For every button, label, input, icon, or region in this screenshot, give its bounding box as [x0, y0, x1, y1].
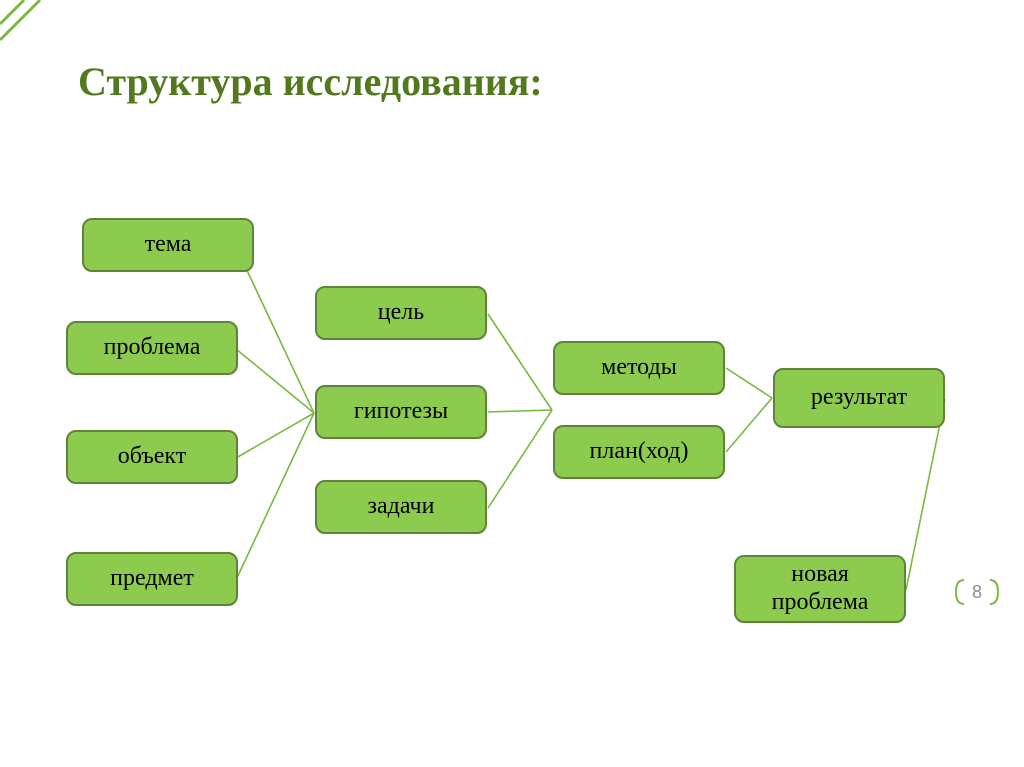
slide-canvas: Структура исследования: тема проблема объе… — [0, 0, 1024, 767]
slide-title: Структура исследования: — [78, 58, 543, 105]
edge-0 — [236, 247, 314, 413]
edge-8 — [726, 398, 772, 452]
edge-2 — [236, 413, 314, 458]
bracket-left — [956, 580, 964, 604]
corner-line-inner — [0, 0, 24, 24]
node-tema: тема — [82, 218, 254, 272]
node-plan: план(ход) — [553, 425, 725, 479]
page-number: 8 — [972, 582, 982, 603]
node-novaya: новая проблема — [734, 555, 906, 623]
node-predmet: предмет — [66, 552, 238, 606]
node-gipotezy: гипотезы — [315, 385, 487, 439]
node-cel: цель — [315, 286, 487, 340]
edge-6 — [488, 410, 552, 508]
node-objekt: объект — [66, 430, 238, 484]
corner-decoration — [0, 0, 64, 64]
bracket-right — [990, 580, 998, 604]
edge-7 — [726, 368, 772, 398]
edge-1 — [236, 349, 314, 413]
edge-4 — [488, 314, 552, 410]
node-metody: методы — [553, 341, 725, 395]
node-zadachi: задачи — [315, 480, 487, 534]
node-problema: проблема — [66, 321, 238, 375]
corner-line-outer — [0, 0, 40, 40]
node-result: результат — [773, 368, 945, 428]
edge-5 — [488, 410, 552, 412]
edge-3 — [236, 413, 314, 580]
page-number-badge: 8 — [952, 576, 1002, 608]
